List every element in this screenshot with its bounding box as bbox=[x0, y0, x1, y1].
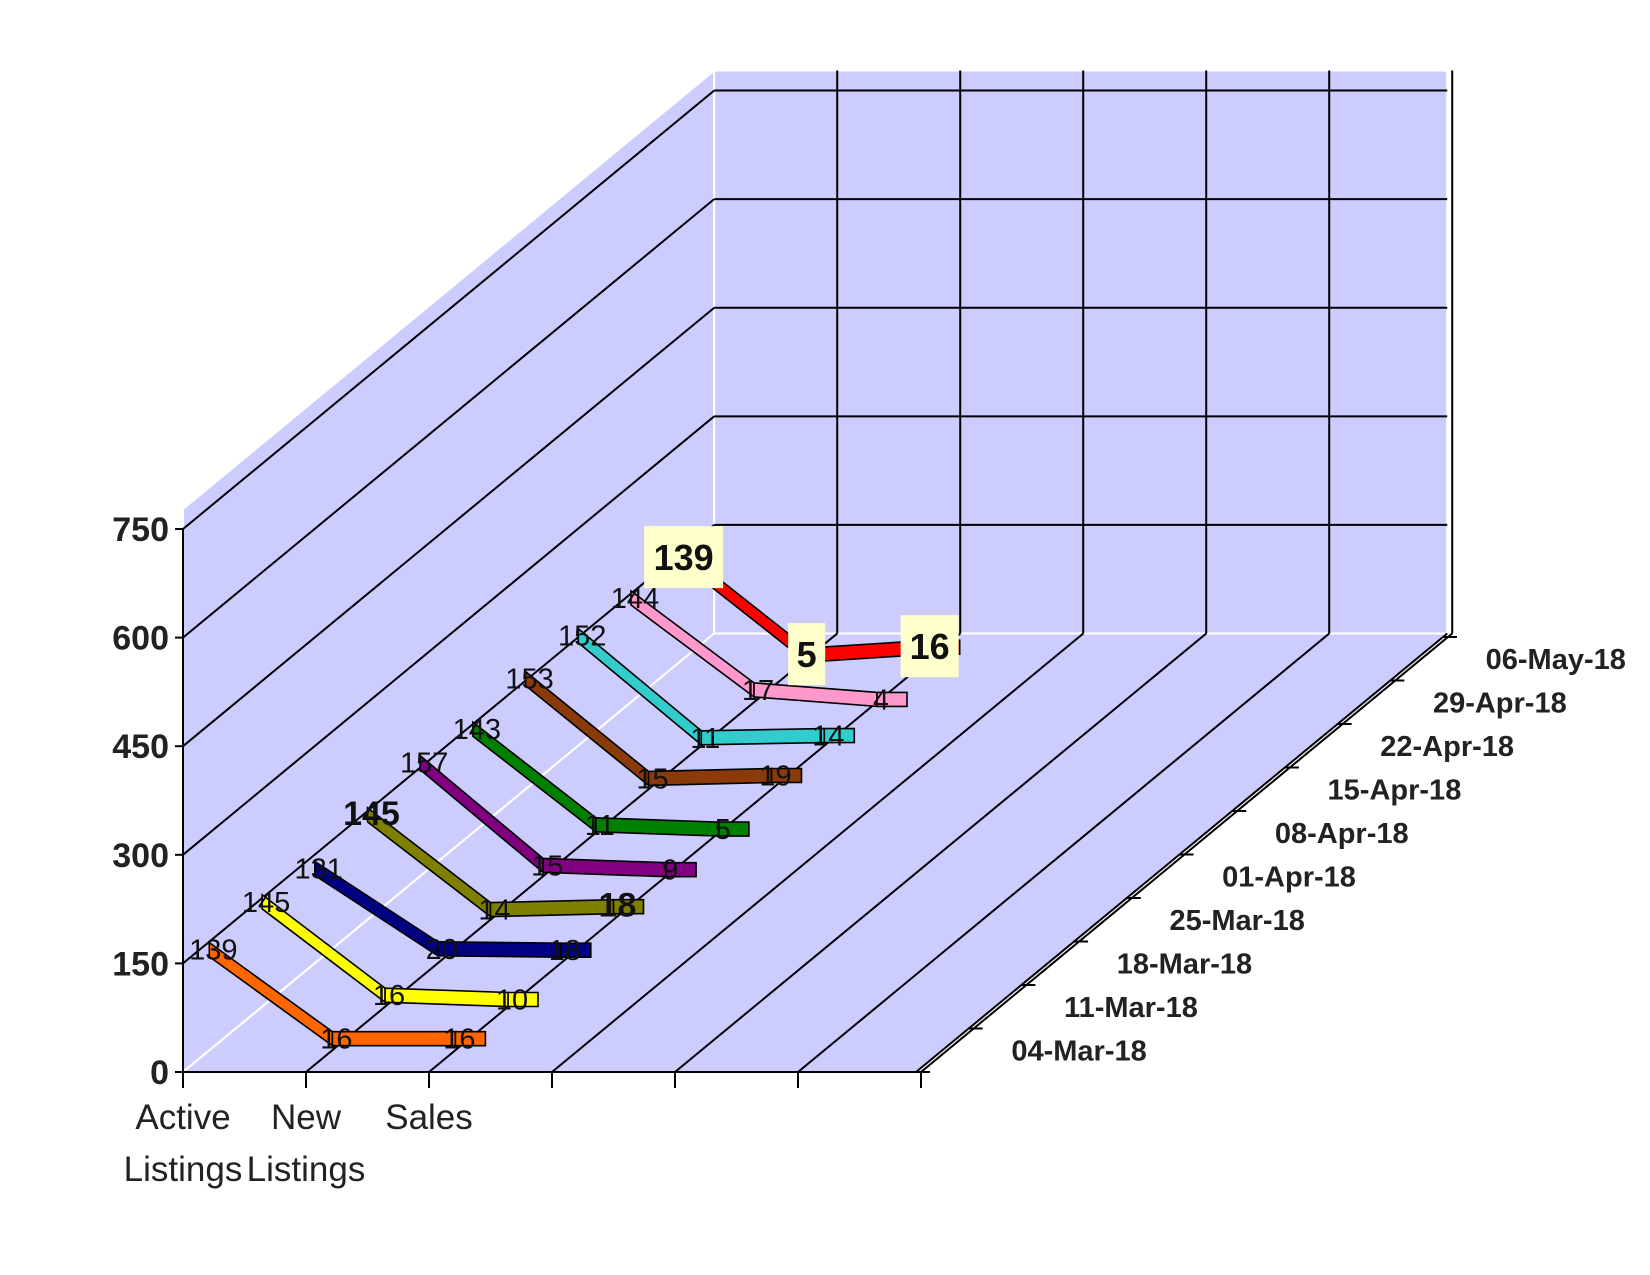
depth-axis-line bbox=[915, 632, 1448, 1073]
data-label: 15 bbox=[531, 850, 563, 882]
data-label: 145 bbox=[343, 795, 400, 833]
series-ribbon-segment bbox=[823, 727, 856, 744]
data-label: 14 bbox=[812, 721, 844, 753]
data-label: 11 bbox=[585, 810, 615, 842]
y-tick-label: 0 bbox=[150, 1054, 169, 1092]
data-label: 144 bbox=[611, 583, 659, 615]
side-wall-gridline bbox=[182, 524, 715, 965]
data-label: 139 bbox=[654, 537, 714, 578]
data-label: 4 bbox=[873, 684, 889, 716]
side-wall-gridline bbox=[182, 89, 715, 530]
date-label: 25-Mar-18 bbox=[1169, 905, 1304, 937]
series-ribbons bbox=[208, 549, 961, 1048]
data-label: 15 bbox=[636, 763, 668, 795]
data-label: 19 bbox=[759, 760, 791, 792]
data-label: 5 bbox=[797, 634, 817, 675]
chart-grid bbox=[182, 70, 1454, 1073]
data-label: 16 bbox=[373, 980, 405, 1012]
data-label: 10 bbox=[496, 985, 528, 1017]
series-ribbon-segment bbox=[876, 691, 908, 708]
series-ribbon-segment bbox=[507, 991, 539, 1008]
data-label: 16 bbox=[910, 626, 950, 667]
data-label: 131 bbox=[295, 853, 343, 885]
data-label: 20 bbox=[426, 934, 458, 966]
data-label: 18 bbox=[549, 935, 581, 967]
floor-gridline bbox=[797, 632, 1330, 1073]
date-label: 22-Apr-18 bbox=[1380, 731, 1514, 763]
date-label: 11-Mar-18 bbox=[1064, 992, 1198, 1024]
data-label: 5 bbox=[715, 814, 731, 846]
date-label: 18-Mar-18 bbox=[1117, 948, 1252, 980]
date-label: 15-Apr-18 bbox=[1328, 774, 1462, 806]
series-ribbon-segment bbox=[718, 821, 750, 837]
date-label: 04-Mar-18 bbox=[1011, 1035, 1146, 1067]
data-label: 157 bbox=[400, 748, 448, 780]
data-label-box bbox=[788, 623, 826, 686]
chart-axes: 0 150 300 450 600 750 Active Listings New Listing… bbox=[112, 511, 1626, 1189]
data-label: 9 bbox=[662, 855, 678, 887]
date-label: 08-Apr-18 bbox=[1275, 818, 1409, 850]
date-label: 29-Apr-18 bbox=[1433, 687, 1567, 719]
data-label: 14 bbox=[478, 895, 510, 927]
y-tick-label: 600 bbox=[112, 620, 169, 658]
floor-gridline bbox=[920, 632, 1453, 1073]
side-wall-gridline bbox=[182, 415, 715, 856]
date-label: 06-May-18 bbox=[1486, 644, 1626, 676]
data-label: 18 bbox=[599, 887, 637, 925]
category-label: Active bbox=[135, 1098, 230, 1137]
data-label-box bbox=[644, 526, 724, 589]
data-label: 139 bbox=[189, 935, 237, 967]
y-tick-label: 450 bbox=[112, 728, 169, 766]
y-tick-label: 150 bbox=[112, 945, 169, 983]
series-ribbon-segment bbox=[665, 861, 697, 878]
side-wall-gridline bbox=[182, 198, 715, 639]
data-labels: 139 5 16 144 17 4 152 11 14 153 15 19 143 11 5 157 15 9 14… bbox=[189, 526, 959, 1056]
category-label: New bbox=[271, 1098, 342, 1137]
data-label: 17 bbox=[742, 675, 774, 707]
floor-gridline bbox=[551, 632, 1084, 1073]
data-label-box bbox=[900, 615, 959, 678]
data-label: 16 bbox=[320, 1024, 352, 1056]
data-label: 145 bbox=[242, 887, 290, 919]
date-label: 01-Apr-18 bbox=[1222, 861, 1356, 893]
series-ribbon-segment bbox=[559, 942, 592, 959]
data-label: 11 bbox=[690, 723, 720, 755]
category-label: Sales bbox=[385, 1098, 473, 1137]
data-label: 153 bbox=[505, 663, 553, 695]
y-tick-label: 300 bbox=[112, 837, 169, 875]
chart-walls bbox=[180, 68, 1450, 1075]
data-label: 152 bbox=[558, 621, 606, 653]
floor-gridline bbox=[674, 632, 1207, 1073]
y-tick-label: 750 bbox=[112, 511, 169, 549]
data-label: 16 bbox=[443, 1024, 475, 1056]
series-ribbon-segment bbox=[454, 1030, 487, 1047]
category-label: Listings bbox=[124, 1150, 243, 1189]
series-ribbon-segment bbox=[612, 898, 645, 915]
side-wall-gridline bbox=[182, 306, 715, 747]
series-ribbon-segment bbox=[770, 767, 803, 784]
back-wall bbox=[713, 69, 1449, 635]
category-label: Listings bbox=[247, 1150, 366, 1189]
data-label: 143 bbox=[453, 714, 501, 746]
